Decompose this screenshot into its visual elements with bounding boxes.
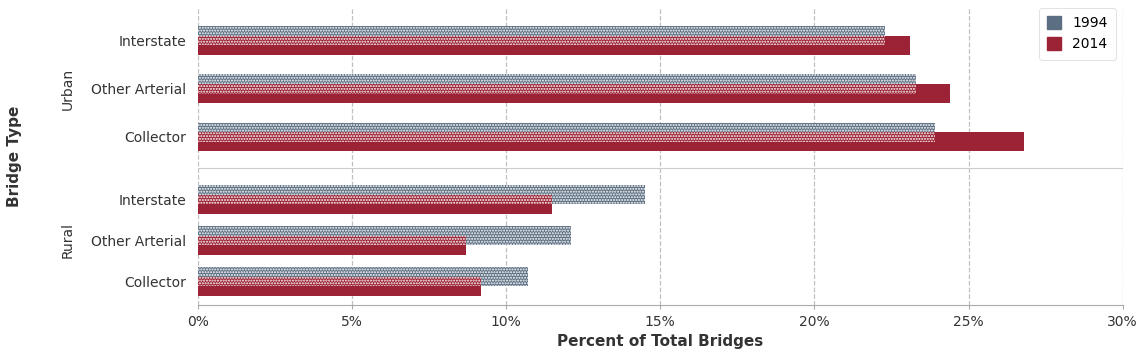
Bar: [198, 226, 570, 245]
Bar: [198, 132, 1024, 151]
Bar: [198, 74, 916, 94]
X-axis label: Percent of Total Bridges: Percent of Total Bridges: [558, 334, 764, 349]
Bar: [198, 277, 481, 296]
Legend: 1994, 2014: 1994, 2014: [1039, 8, 1115, 59]
Bar: [198, 26, 885, 46]
Bar: [198, 236, 466, 255]
Bar: [198, 122, 934, 142]
Bar: [198, 185, 645, 204]
Text: Urban: Urban: [61, 68, 76, 110]
Bar: [198, 122, 934, 142]
Bar: [198, 84, 950, 103]
Bar: [198, 195, 552, 214]
Bar: [198, 36, 910, 55]
Bar: [198, 267, 528, 286]
Text: Rural: Rural: [61, 222, 76, 258]
Bar: [198, 26, 885, 46]
Bar: [198, 226, 570, 245]
Bar: [198, 185, 645, 204]
Bar: [198, 267, 528, 286]
Y-axis label: Bridge Type: Bridge Type: [7, 105, 22, 207]
Bar: [198, 74, 916, 94]
